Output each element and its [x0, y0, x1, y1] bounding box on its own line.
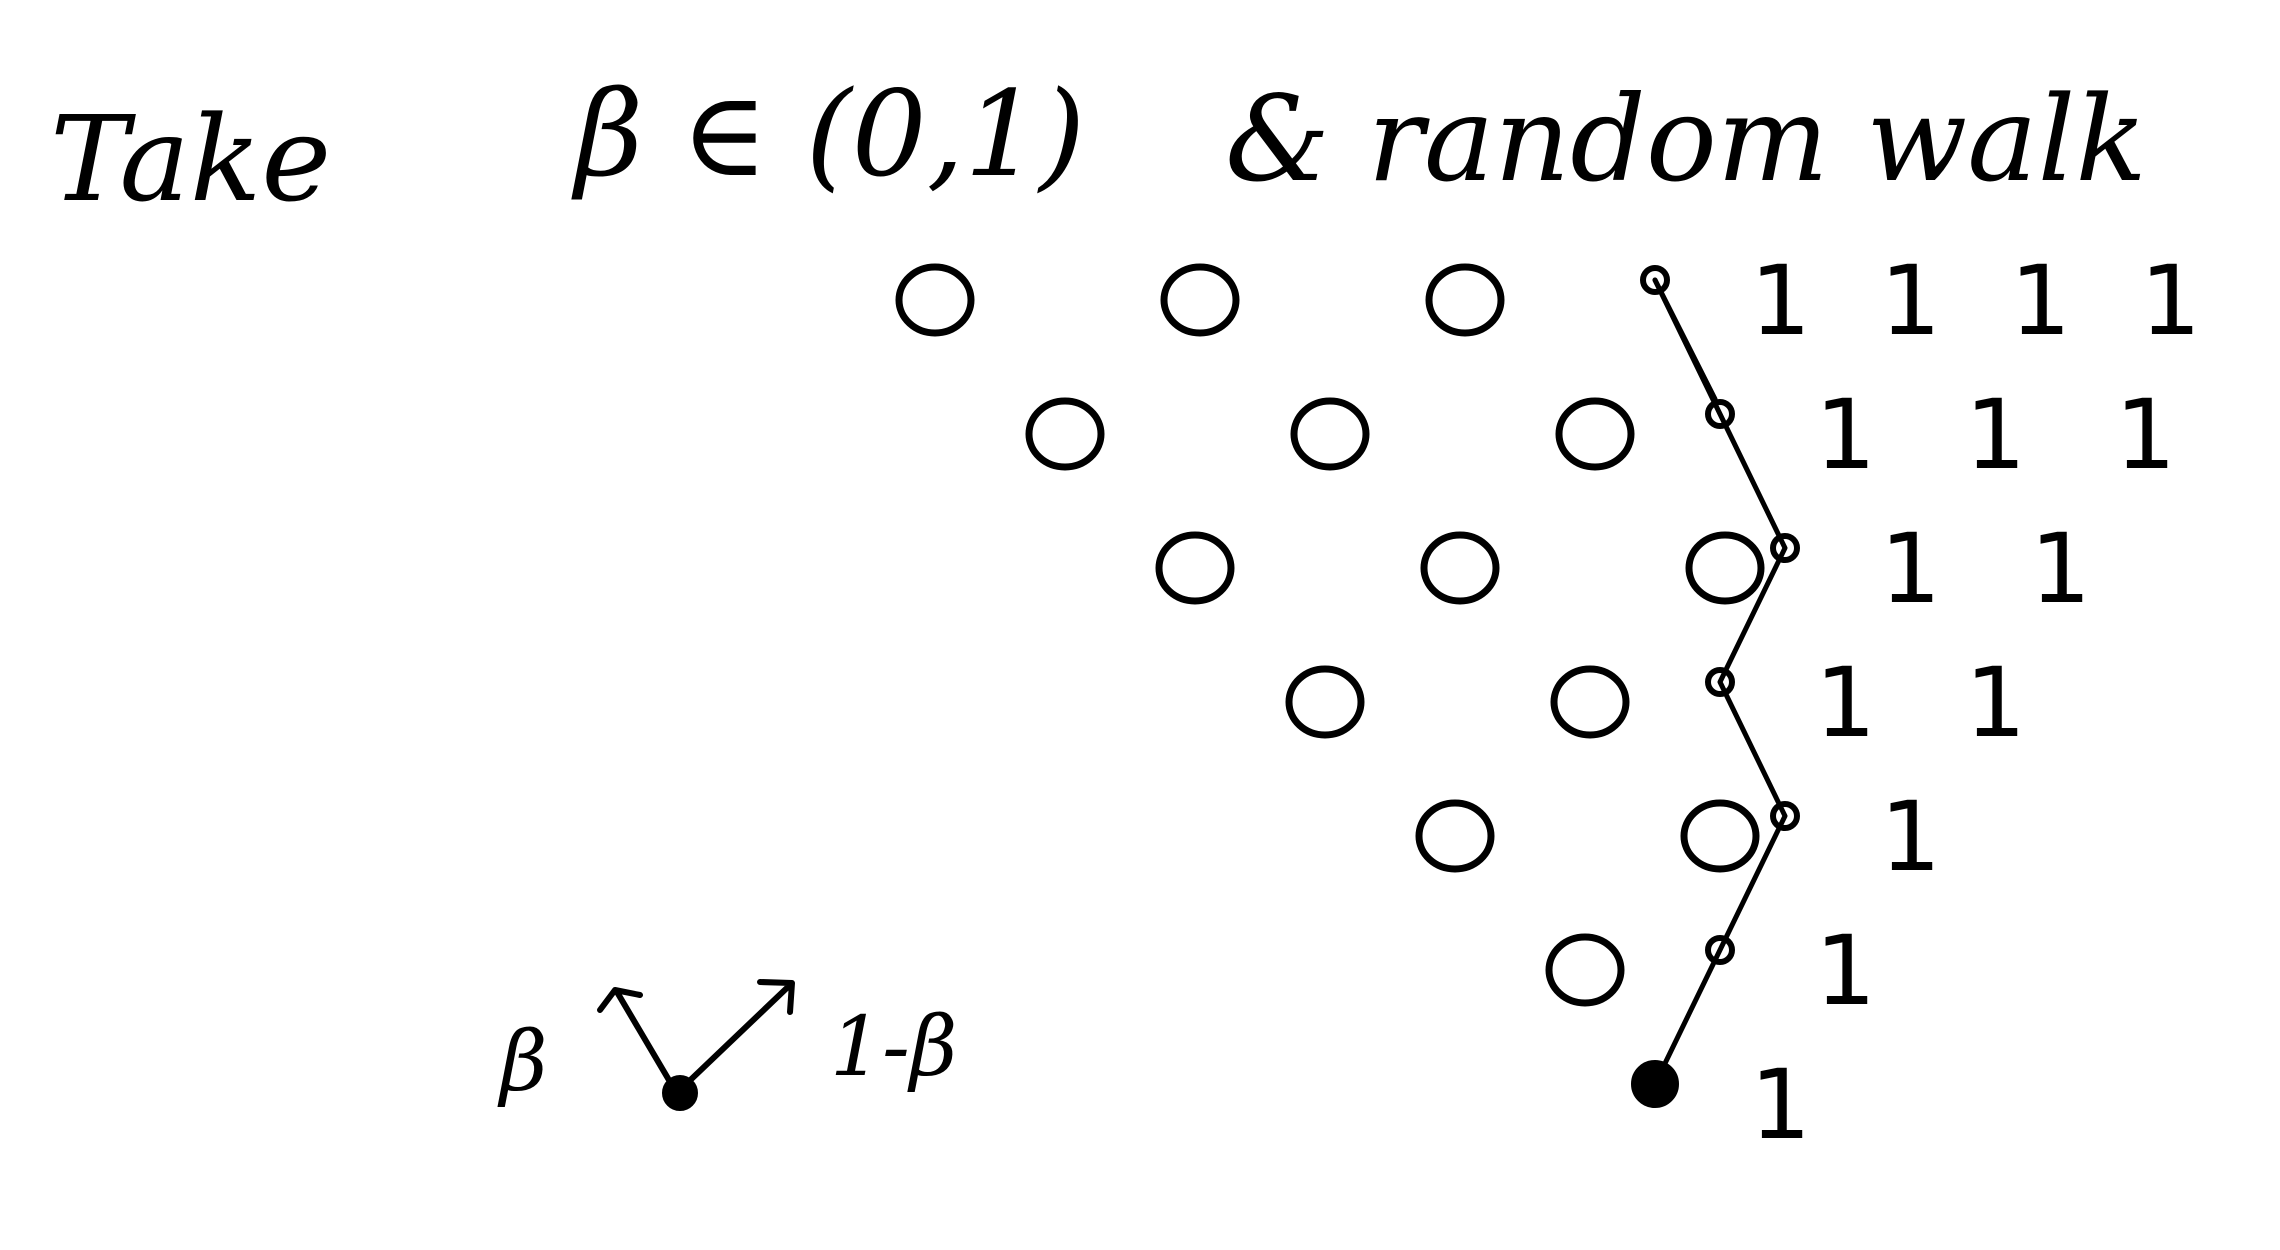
zero-cell — [1290, 397, 1370, 471]
title-beta-interval: β ∈ (0,1) — [571, 65, 1085, 203]
legend-one-minus-beta-label: 1-β — [830, 1000, 957, 1095]
walk-node — [1640, 265, 1670, 295]
walk-node — [1770, 533, 1800, 563]
legend-origin-node — [662, 1075, 698, 1111]
walk-line-top-overstroke — [1652, 277, 1718, 402]
up-left-arrow — [597, 987, 679, 1095]
one-cell: 1 — [1965, 647, 2026, 759]
zero-cell — [1545, 933, 1625, 1007]
one-cell: 1 — [2140, 245, 2201, 357]
zero-cell — [1285, 665, 1365, 739]
one-cell: 1 — [1815, 915, 1876, 1027]
zero-cell — [1420, 531, 1500, 605]
walk-node — [1705, 667, 1735, 697]
one-cell: 1 — [1965, 379, 2026, 491]
one-cell: 1 — [1880, 781, 1941, 893]
zero-cell — [1685, 531, 1765, 605]
one-cell: 1 — [2010, 245, 2071, 357]
one-cell: 1 — [1880, 513, 1941, 625]
walk-node — [1770, 801, 1800, 831]
one-cell: 1 — [2030, 513, 2091, 625]
one-cell: 1 — [2115, 379, 2176, 491]
walk-start-node — [1631, 1060, 1679, 1108]
walk-node — [1705, 399, 1735, 429]
walk-node — [1705, 935, 1735, 965]
random-walk-path — [1631, 265, 1800, 1108]
zero-cell — [1160, 263, 1240, 337]
up-right-arrow — [679, 979, 795, 1091]
title-and-random-walk: & random walk — [1225, 70, 2147, 208]
zero-cell — [1415, 799, 1495, 873]
zero-cell — [895, 263, 975, 337]
one-cell: 1 — [1750, 245, 1811, 357]
one-cell: 1 — [1880, 245, 1941, 357]
walk-line — [1652, 277, 1788, 1087]
one-cell: 1 — [1750, 1049, 1811, 1161]
zero-cell — [1555, 397, 1635, 471]
one-cell: 1 — [1815, 379, 1876, 491]
one-cell: 1 — [1815, 647, 1876, 759]
zero-cell — [1680, 799, 1760, 873]
title-take: Take — [50, 90, 331, 228]
zero-cell — [1155, 531, 1235, 605]
zero-cell — [1425, 263, 1505, 337]
step-legend: β 1-β — [497, 979, 957, 1111]
legend-beta-label: β — [497, 1015, 547, 1110]
zero-cell — [1550, 665, 1630, 739]
zero-cell — [1025, 397, 1105, 471]
